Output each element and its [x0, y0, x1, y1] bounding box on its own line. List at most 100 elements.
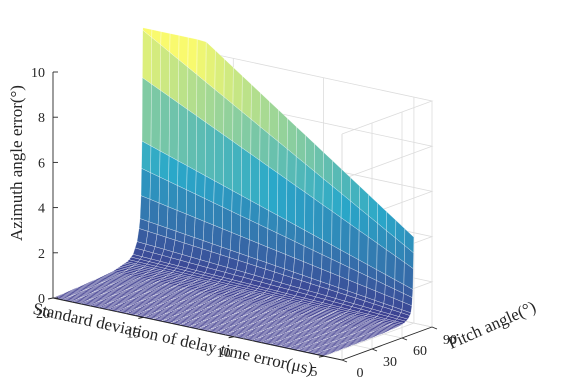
surface-patch: [166, 206, 178, 232]
surface-patch: [213, 180, 224, 208]
surface-patch: [168, 96, 179, 162]
surface-patch: [222, 206, 232, 233]
surface-patch: [177, 160, 188, 191]
surface-patch: [250, 118, 261, 161]
surface-patch: [205, 121, 215, 181]
surface-patch: [203, 221, 214, 245]
surface-patch: [322, 204, 333, 246]
y-tick: [401, 337, 408, 341]
surface-patch: [186, 189, 196, 218]
surface-patch: [268, 166, 279, 216]
y-tick-label: 30: [383, 355, 397, 370]
surface-patch: [159, 90, 170, 157]
surface-patch: [223, 134, 233, 191]
surface-patch: [175, 210, 187, 235]
z-tick-label: 0: [38, 292, 45, 307]
grid-line-z: [142, 38, 434, 135]
surface-plot: [52, 27, 415, 357]
surface-patch: [286, 179, 297, 226]
z-tick-label: 10: [31, 66, 45, 81]
surface-patch: [157, 202, 169, 229]
surface-patch: [141, 77, 152, 147]
surface-patch: [221, 228, 232, 251]
y-tick: [341, 359, 348, 363]
surface-patch: [148, 199, 160, 226]
surface-patch: [139, 195, 151, 223]
x-tick-label: 15: [126, 326, 140, 341]
x-tick: [318, 355, 325, 358]
surface-patch: [295, 185, 306, 231]
y-axis-line: [341, 326, 433, 361]
surface-patch: [240, 215, 251, 240]
axes: 20 15 10 5 0 30 60 90 0 2 4 6 8 10: [31, 66, 457, 381]
surface-patch: [304, 191, 315, 236]
y-axis-label: Pitch angle(°): [445, 297, 539, 353]
surface-patch: [214, 49, 225, 98]
surface-patch: [160, 44, 170, 98]
surface-patch: [178, 59, 189, 110]
surface-patch: [140, 168, 151, 200]
surface-patch: [150, 83, 161, 152]
z-tick-label: 8: [38, 111, 45, 126]
surface-patch: [212, 224, 223, 248]
surface-patch: [223, 58, 234, 105]
surface-patch: [340, 217, 351, 256]
surface-patch: [313, 198, 324, 241]
surface-patch: [241, 75, 252, 120]
y-tick: [431, 326, 438, 330]
surface-patch: [159, 150, 170, 182]
surface-patch: [205, 81, 216, 129]
surface-patch: [277, 172, 288, 221]
surface-patch: [248, 239, 259, 260]
z-axis-label: Azimuth angle error(°): [7, 85, 26, 241]
surface-patch: [232, 140, 242, 196]
z-tick-label: 2: [38, 247, 45, 262]
x-tick-label: 10: [217, 346, 231, 361]
surface-patch: [142, 29, 152, 85]
x-tick-label: 5: [310, 365, 317, 380]
x-tick: [228, 336, 234, 339]
surface-patch: [141, 140, 152, 173]
surface-patch: [249, 219, 260, 244]
surface-patch: [186, 165, 197, 195]
surface-patch: [232, 66, 243, 113]
surface-patch: [231, 211, 241, 237]
x-tick: [47, 297, 54, 300]
surface-patch: [176, 185, 187, 215]
surface-patch: [149, 172, 160, 204]
surface-patch: [214, 89, 225, 136]
surface-patch: [331, 210, 342, 251]
surface-patch: [168, 155, 179, 186]
surface-patch: [195, 193, 205, 222]
surface-patch: [151, 37, 161, 91]
y-tick: [371, 348, 378, 352]
surface-patch: [223, 96, 234, 142]
y-tick-label: 60: [413, 344, 427, 359]
surface-patch: [213, 202, 223, 229]
surface-patch: [195, 170, 206, 199]
surface-patch: [185, 213, 196, 238]
surface-patch: [205, 41, 216, 90]
x-tick: [138, 316, 144, 319]
surface-patch: [204, 198, 214, 226]
surface-patch: [230, 232, 241, 254]
surface-patch: [177, 102, 188, 167]
surface-patch: [349, 223, 360, 261]
surface-patch: [214, 128, 224, 186]
z-tick-label: 6: [38, 156, 45, 171]
surface-patch: [250, 153, 260, 206]
surface-patch: [259, 160, 269, 211]
y-tick-label: 90: [443, 333, 457, 348]
y-tick-label: 0: [357, 366, 364, 381]
surface-patch: [150, 145, 161, 178]
surface-patch: [241, 111, 252, 155]
x-tick-label: 20: [36, 307, 50, 322]
surface-patch: [196, 74, 207, 123]
surface-patch: [187, 109, 197, 172]
surface-patch: [204, 175, 215, 204]
surface-patch: [232, 104, 243, 149]
z-tick-label: 4: [38, 202, 45, 217]
surface-patch: [169, 52, 179, 104]
surface-patch: [167, 181, 178, 211]
